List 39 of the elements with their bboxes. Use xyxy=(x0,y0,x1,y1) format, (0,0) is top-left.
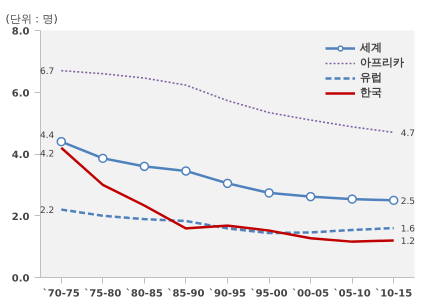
line-series xyxy=(60,146,395,243)
x-tick-label: `80-85 xyxy=(126,288,163,300)
x-tick-label: `85-90 xyxy=(167,288,204,300)
point xyxy=(181,166,191,176)
legend-label: 세계 xyxy=(360,41,382,55)
y-tick-label: 8.0 xyxy=(12,26,30,38)
point xyxy=(140,162,150,172)
y-tick-label: 0.0 xyxy=(12,274,30,284)
point xyxy=(222,178,232,188)
y-tick-label: 4.0 xyxy=(12,150,30,161)
point xyxy=(388,196,398,206)
x-tick-label: `05-10 xyxy=(334,288,371,300)
x-tick-label: `10-15 xyxy=(375,288,412,300)
data-label: 4.2 xyxy=(40,149,54,160)
x-tick-label: `00-05 xyxy=(292,288,330,300)
data-label: 6.7 xyxy=(40,67,54,78)
point xyxy=(264,188,274,198)
x-tick-label: `70-75 xyxy=(42,288,80,300)
x-tick-label: `90-95 xyxy=(209,288,246,300)
chart-title: (단위 : 명) xyxy=(6,12,58,26)
data-label: 1.2 xyxy=(400,236,416,247)
data-label: 2.5 xyxy=(400,196,416,207)
y-tick-label: 2.0 xyxy=(12,212,30,223)
data-label: 4.7 xyxy=(400,128,416,139)
data-label: 4.4 xyxy=(40,131,55,142)
legend-label: 한국 xyxy=(360,86,382,100)
x-tick-label: `75-80 xyxy=(84,288,122,300)
line-series xyxy=(60,208,395,234)
y-tick-label: 6.0 xyxy=(12,88,30,100)
data-label: 1.6 xyxy=(400,224,416,235)
point xyxy=(56,136,66,146)
x-tick-label: `95-00 xyxy=(250,288,288,300)
legend-label: 유럽 xyxy=(360,71,382,85)
line-series xyxy=(60,70,395,134)
point xyxy=(98,154,108,164)
point xyxy=(347,194,357,204)
legend-label: 아프리카 xyxy=(360,56,404,70)
data-label: 2.2 xyxy=(40,206,54,216)
point xyxy=(306,192,316,202)
